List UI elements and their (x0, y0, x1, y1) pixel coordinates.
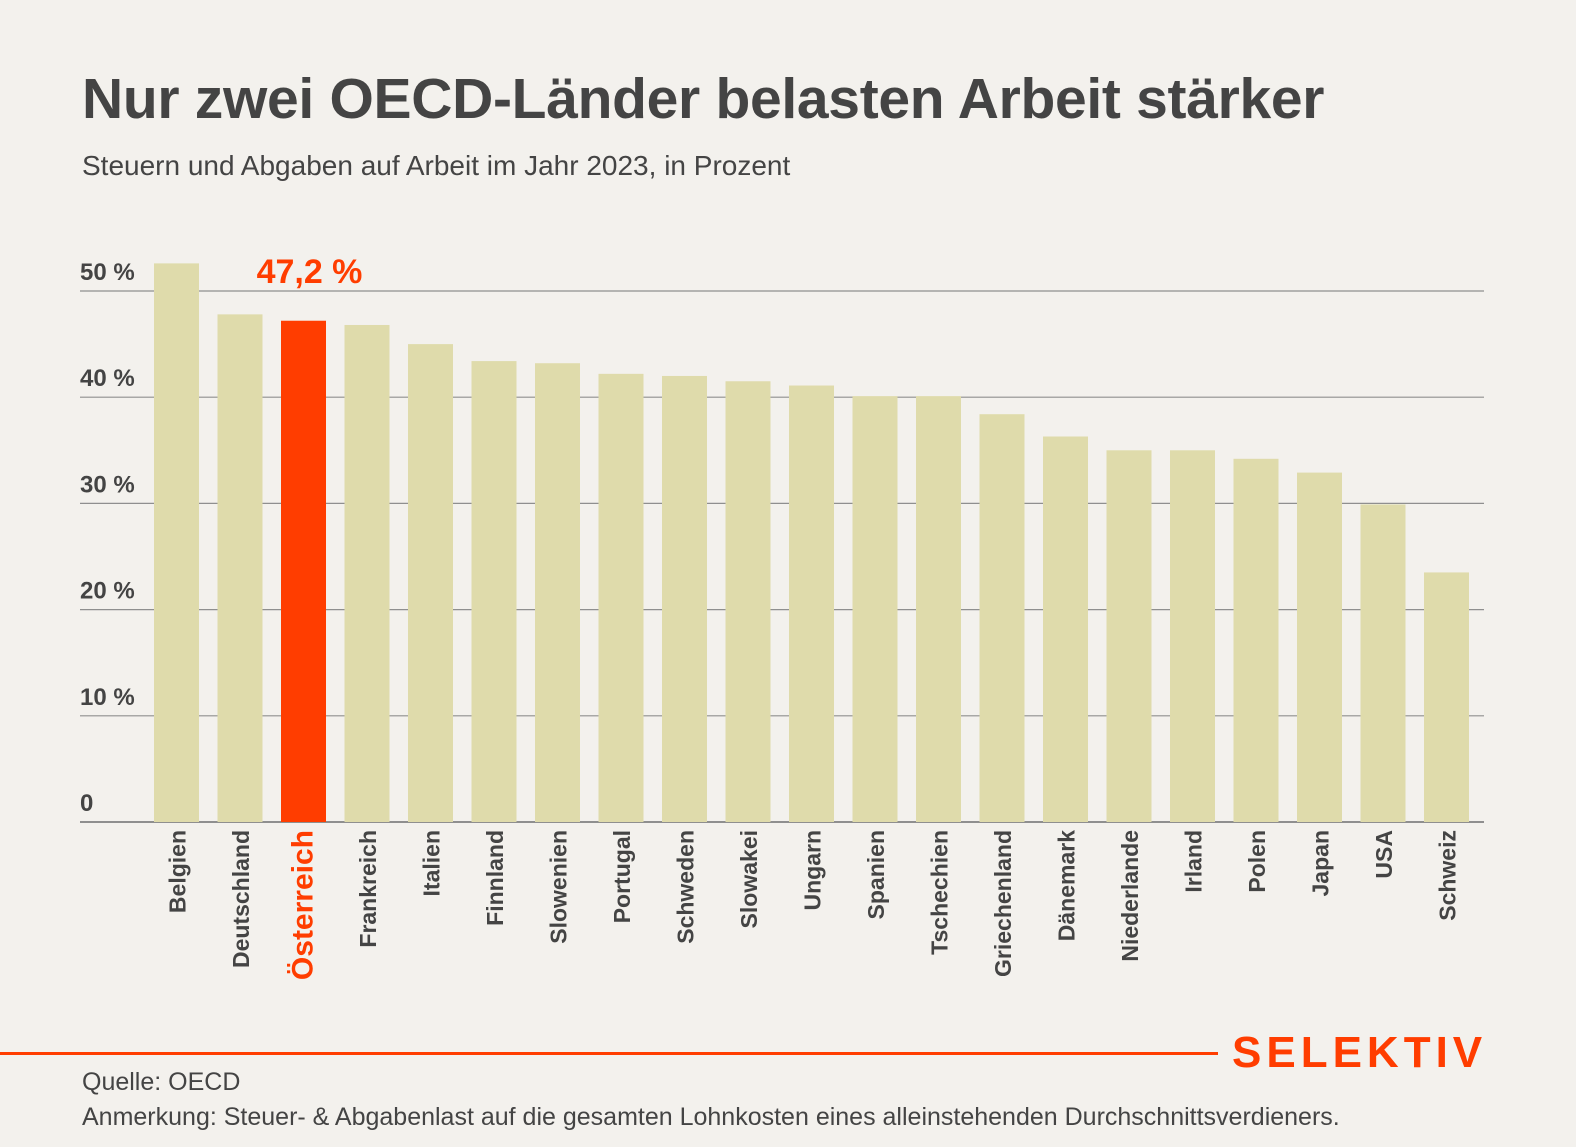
bar (979, 414, 1025, 822)
bar (344, 324, 390, 822)
x-tick-label: Tschechien (927, 830, 953, 955)
x-tick-label: Japan (1308, 830, 1334, 896)
x-tick-label: Niederlande (1117, 830, 1143, 962)
bar (916, 396, 961, 822)
x-tick-label: Deutschland (228, 830, 254, 968)
x-tick-label: Slowenien (546, 830, 572, 944)
x-tick-label: Finnland (482, 830, 508, 926)
x-tick-label: Spanien (863, 830, 889, 919)
bar (662, 375, 707, 822)
source-note: Quelle: OECD (82, 1068, 241, 1096)
x-tick-label: Belgien (165, 830, 191, 913)
annotations: 47,2 % (257, 253, 363, 291)
bar (1043, 436, 1088, 822)
x-tick-label: Österreich (287, 830, 320, 980)
y-tick-label: 20 % (80, 578, 135, 605)
bar (725, 381, 771, 822)
footer-divider (0, 1052, 1218, 1055)
bar (852, 396, 898, 822)
y-tick-label: 10 % (80, 684, 135, 711)
y-tick-label: 50 % (80, 259, 135, 286)
bar-chart: 0 10 % 20 % 30 % 40 % 50 % Belgien Deutschland… (80, 253, 1484, 980)
x-axis-tick-labels: Belgien Deutschland Österreich Frankreich It… (165, 830, 1461, 980)
chart-subtitle: Steuern und Abgaben auf Arbeit im Jahr 2… (82, 150, 791, 181)
bar (1360, 504, 1406, 822)
bar (408, 344, 453, 822)
bar (598, 373, 644, 822)
bar (471, 361, 517, 822)
x-tick-label: Griechenland (990, 830, 1016, 977)
bar (217, 314, 263, 822)
x-tick-label: Schweden (673, 830, 699, 944)
x-tick-label: Frankreich (355, 830, 381, 948)
y-axis-tick-labels: 0 10 % 20 % 30 % 40 % 50 % (80, 259, 135, 817)
bar (1170, 450, 1215, 822)
y-tick-label: 30 % (80, 471, 135, 498)
bar (789, 385, 834, 822)
footnote: Anmerkung: Steuer- & Abgabenlast auf die… (82, 1103, 1340, 1131)
x-tick-label: Dänemark (1054, 830, 1080, 941)
bar (154, 263, 199, 822)
highlight-value-label: 47,2 % (257, 253, 363, 291)
x-tick-label: Portugal (609, 830, 635, 923)
x-tick-label: Polen (1244, 830, 1270, 893)
x-tick-label: Italien (419, 830, 445, 896)
x-tick-label: USA (1371, 830, 1397, 879)
bar (535, 363, 580, 822)
x-tick-label: Slowakei (736, 830, 762, 928)
chart-title: Nur zwei OECD-Länder belasten Arbeit stä… (82, 67, 1325, 131)
bar (1106, 450, 1152, 822)
bars (154, 263, 1469, 822)
bar (1233, 458, 1279, 822)
bar (281, 320, 326, 822)
bar (1424, 572, 1469, 822)
y-tick-label: 40 % (80, 365, 135, 392)
y-tick-label: 0 (80, 790, 93, 817)
bar (1297, 472, 1342, 822)
x-tick-label: Irland (1181, 830, 1207, 893)
x-tick-label: Ungarn (800, 830, 826, 911)
brand-logo: SELEKTIV (1232, 1028, 1488, 1077)
x-tick-label: Schweiz (1435, 830, 1461, 921)
